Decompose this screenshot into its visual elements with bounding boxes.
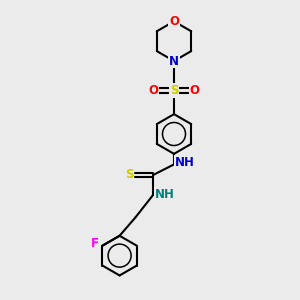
Text: O: O <box>190 84 200 97</box>
Text: NH: NH <box>154 188 174 201</box>
Text: S: S <box>125 169 134 182</box>
Text: NH: NH <box>175 156 195 169</box>
Text: O: O <box>169 15 179 28</box>
Text: S: S <box>170 84 178 97</box>
Text: O: O <box>148 84 158 97</box>
Text: N: N <box>169 55 179 68</box>
Text: F: F <box>92 237 99 250</box>
